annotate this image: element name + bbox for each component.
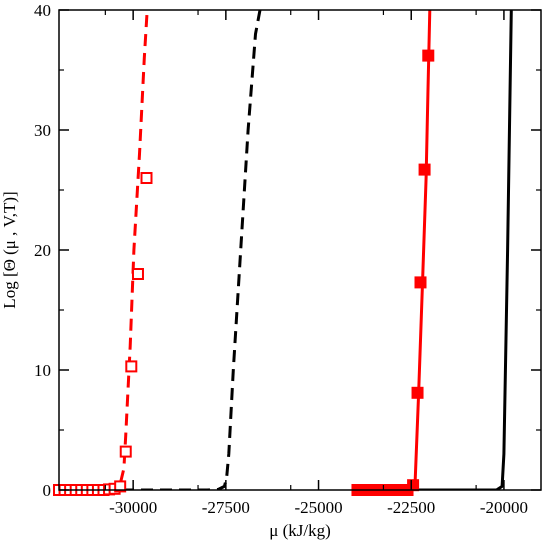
series-1-marker [114, 480, 127, 493]
series-3-marker [422, 49, 435, 62]
y-tick-label: 30 [34, 121, 51, 140]
y-tick-label: 20 [34, 241, 51, 260]
y-tick-label: 0 [43, 481, 52, 500]
y-tick-label: 40 [34, 1, 51, 20]
x-tick-label: -20000 [480, 498, 528, 517]
series-line-3 [357, 10, 432, 490]
series-line-4 [374, 10, 513, 490]
series-line-2 [122, 10, 262, 490]
series-1-marker [140, 172, 153, 184]
y-axis-label: Log [Θ (μ , V,T)] [0, 191, 19, 308]
series-layer [66, 10, 513, 490]
tick-layer: -30000 -27500 -25000 -22500 -20000 0 10 20 30 40 [34, 1, 541, 517]
series-3-marker [411, 386, 424, 399]
series-3-marker [407, 479, 420, 492]
x-tick-label: -27500 [202, 498, 250, 517]
x-tick-label: -25000 [294, 498, 342, 517]
x-tick-label: -30000 [109, 498, 157, 517]
y-tick-label: 10 [34, 361, 51, 380]
series-1-marker [125, 360, 138, 373]
series-1-marker [119, 445, 132, 458]
x-axis-label: μ (kJ/kg) [269, 521, 331, 540]
series-3-marker [418, 163, 431, 176]
series-3-marker [414, 276, 427, 289]
series-1-marker [131, 268, 144, 280]
x-tick-label: -22500 [387, 498, 435, 517]
